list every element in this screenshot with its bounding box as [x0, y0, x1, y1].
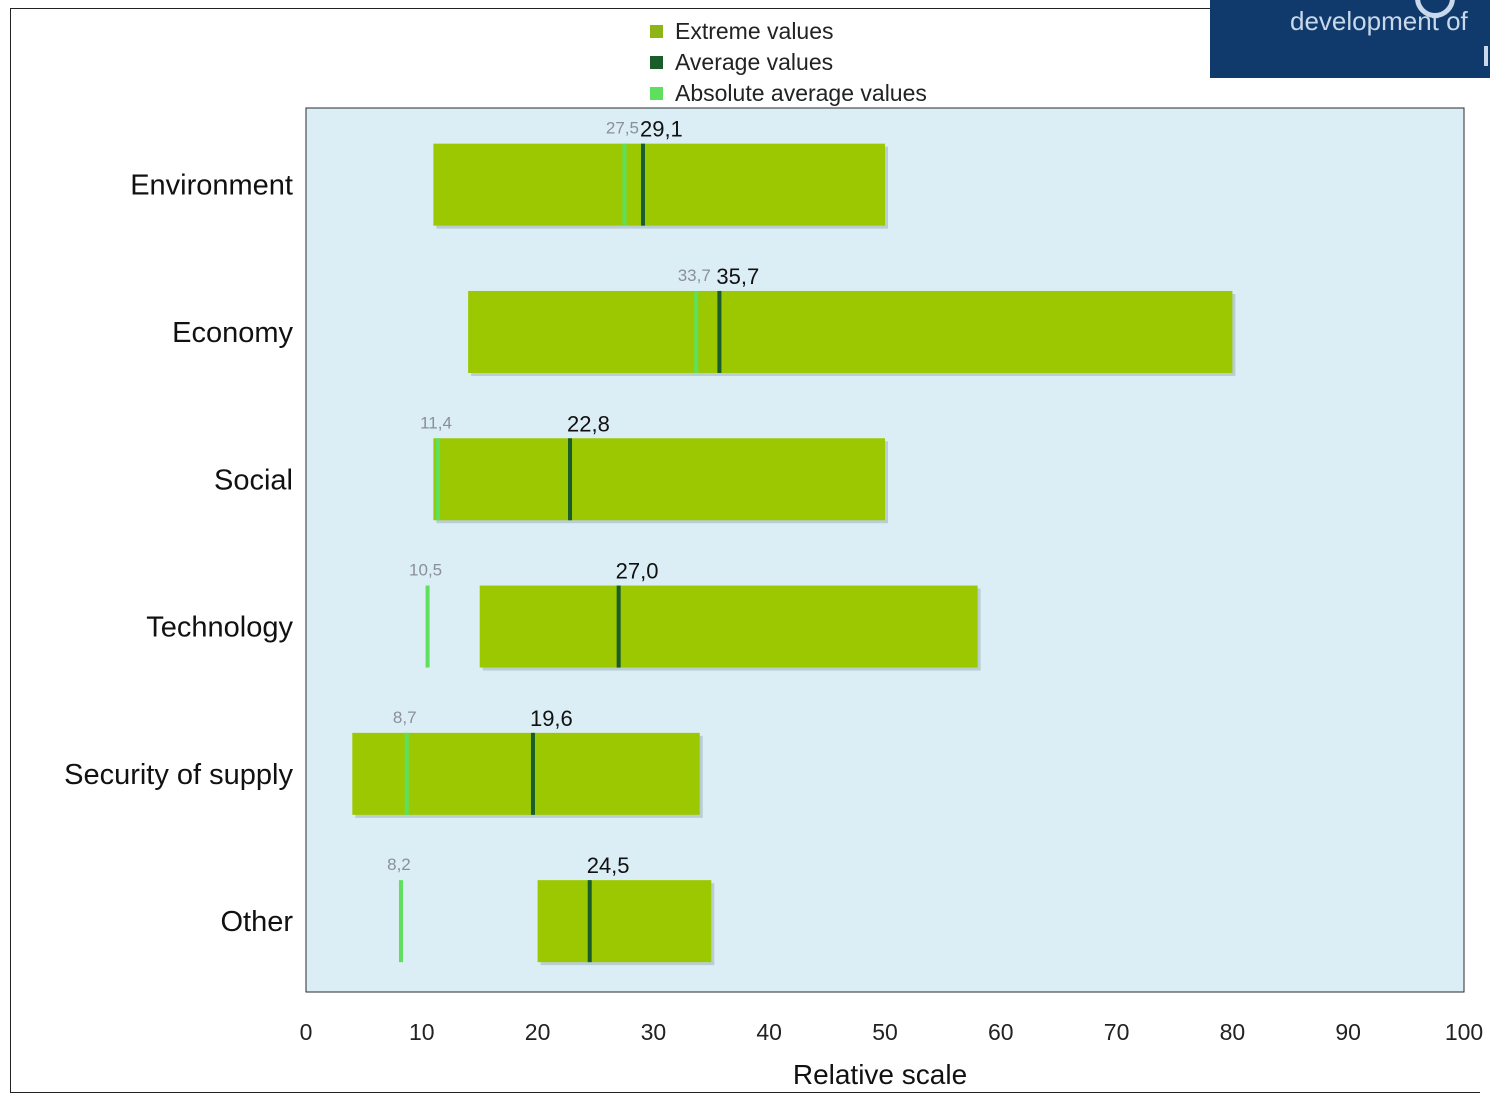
average-value-label: 29,1 [640, 117, 683, 142]
average-line [640, 143, 645, 226]
x-tick-label: 30 [641, 1019, 667, 1045]
absolute-average-value-label: 10,5 [409, 561, 442, 580]
x-tick-label: 80 [1220, 1019, 1246, 1045]
range-bar [468, 290, 1233, 373]
category-label: Economy [172, 317, 293, 349]
range-bar [352, 732, 700, 815]
average-line [568, 438, 573, 521]
x-tick-label: 0 [300, 1019, 313, 1045]
x-tick-label: 20 [525, 1019, 551, 1045]
category-label: Other [220, 906, 293, 938]
category-label: Technology [146, 612, 293, 644]
legend-item-average: Average values [650, 47, 927, 78]
absolute-average-value-label: 8,7 [393, 708, 417, 727]
average-line [717, 290, 722, 373]
category-label: Security of supply [64, 759, 293, 791]
x-tick-label: 70 [1104, 1019, 1130, 1045]
average-value-label: 24,5 [587, 853, 630, 878]
range-bar [433, 438, 885, 521]
absolute-average-value-label: 27,5 [606, 119, 639, 138]
range-bar [433, 143, 885, 226]
average-value-label: 35,7 [716, 264, 759, 289]
average-value-label: 22,8 [567, 411, 610, 436]
logo-tail-icon [1484, 46, 1488, 66]
x-axis-ticks: 0 10 20 30 40 50 60 70 80 90 100 [300, 1019, 1484, 1045]
average-value-label: 19,6 [530, 706, 573, 731]
chart-frame [10, 8, 1480, 1093]
average-line [616, 585, 621, 668]
average-line [530, 732, 535, 815]
range-bar [479, 585, 978, 668]
plot-area [305, 107, 1465, 993]
legend-item-absolute: Absolute average values [650, 78, 927, 109]
absolute-average-value-label: 8,2 [387, 855, 411, 874]
absolute-average-line [694, 290, 699, 373]
x-tick-label: 50 [872, 1019, 898, 1045]
absolute-average-value-label: 11,4 [420, 413, 452, 432]
absolute-average-line [436, 438, 441, 521]
absolute-average-line [622, 143, 627, 226]
legend-swatch-absolute [650, 87, 663, 100]
average-line [587, 880, 592, 963]
legend-swatch-average [650, 56, 663, 69]
x-tick-label: 40 [756, 1019, 782, 1045]
average-value-label: 27,0 [616, 559, 659, 584]
legend-item-extreme: Extreme values [650, 16, 927, 47]
legend-swatch-extreme [650, 25, 663, 38]
absolute-average-line [404, 732, 409, 815]
logo-text: development of [1290, 6, 1468, 36]
absolute-average-value-label: 33,7 [678, 266, 711, 285]
x-axis-title: Relative scale [793, 1059, 967, 1090]
x-tick-label: 90 [1335, 1019, 1361, 1045]
legend-label-average: Average values [675, 49, 834, 75]
x-tick-label: 10 [409, 1019, 435, 1045]
range-bar [537, 880, 712, 963]
x-tick-label: 100 [1445, 1019, 1483, 1045]
x-tick-label: 60 [988, 1019, 1014, 1045]
category-label: Environment [130, 170, 293, 202]
absolute-average-line [425, 585, 430, 668]
category-label: Social [214, 464, 293, 496]
legend: Extreme values Average values Absolute a… [650, 16, 927, 109]
chart-marks: Environment 29,127,5 Economy 35,7 33,7 Social… [64, 117, 1236, 966]
absolute-average-line [398, 880, 403, 963]
legend-label-absolute: Absolute average values [675, 80, 927, 106]
legend-label-extreme: Extreme values [675, 18, 834, 44]
logo: development of [1210, 0, 1490, 78]
